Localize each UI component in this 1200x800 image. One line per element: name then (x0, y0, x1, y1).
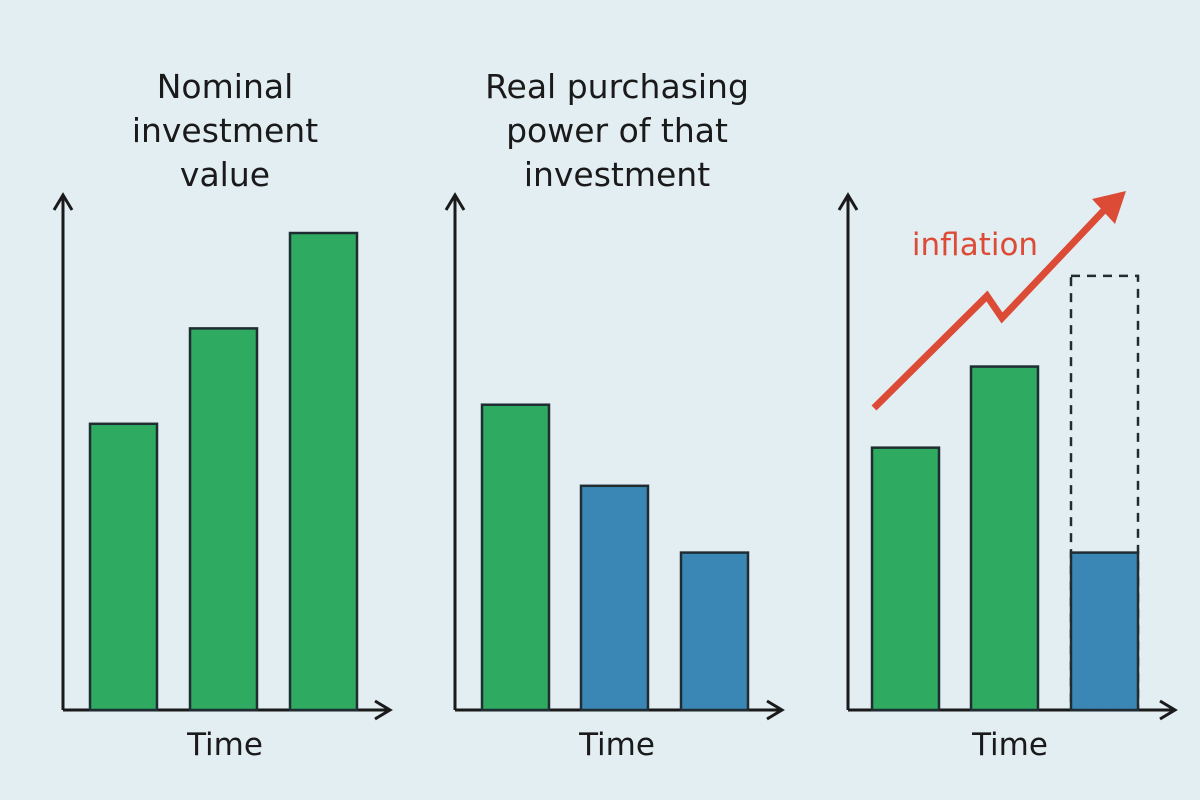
real-value-bar (579, 484, 650, 712)
x-axis-arrow-icon (766, 699, 785, 721)
nominal-value-bar (480, 403, 551, 712)
x-axis-label: Time (186, 727, 263, 763)
nominal-value-bar (88, 422, 159, 712)
y-axis-arrow-icon (837, 192, 859, 211)
nominal-value-bar (969, 365, 1040, 712)
nominal-value-bar (288, 231, 359, 712)
real-value-bar (1069, 551, 1140, 712)
nominal-value-bar (870, 446, 941, 712)
real-value-bar (679, 551, 750, 712)
nominal-value-bar (188, 327, 259, 712)
x-axis-label: Time (971, 727, 1048, 763)
chart-title-line: investment (132, 111, 318, 150)
chart-title-line: Nominal (157, 67, 294, 106)
chart-panel-1: Nominal investment value Time (52, 67, 393, 763)
x-axis-arrow-icon (374, 699, 393, 721)
x-axis-arrow-icon (1159, 699, 1178, 721)
chart-title-line: power of that (506, 111, 728, 150)
chart-panel-2: Real purchasing power of that investment Ti… (444, 67, 785, 763)
y-axis-arrow-icon (444, 192, 466, 211)
chart-panel-3: Time inflation (837, 191, 1178, 763)
chart-title-line: investment (524, 155, 710, 194)
chart-title-line: value (180, 155, 270, 194)
y-axis-arrow-icon (52, 192, 74, 211)
inflation-label: inflation (912, 227, 1038, 263)
chart-title-line: Real purchasing (485, 67, 749, 106)
x-axis-label: Time (578, 727, 655, 763)
inflation-arrowhead-icon (1092, 191, 1126, 224)
inflation-arrow-icon (871, 202, 1112, 411)
